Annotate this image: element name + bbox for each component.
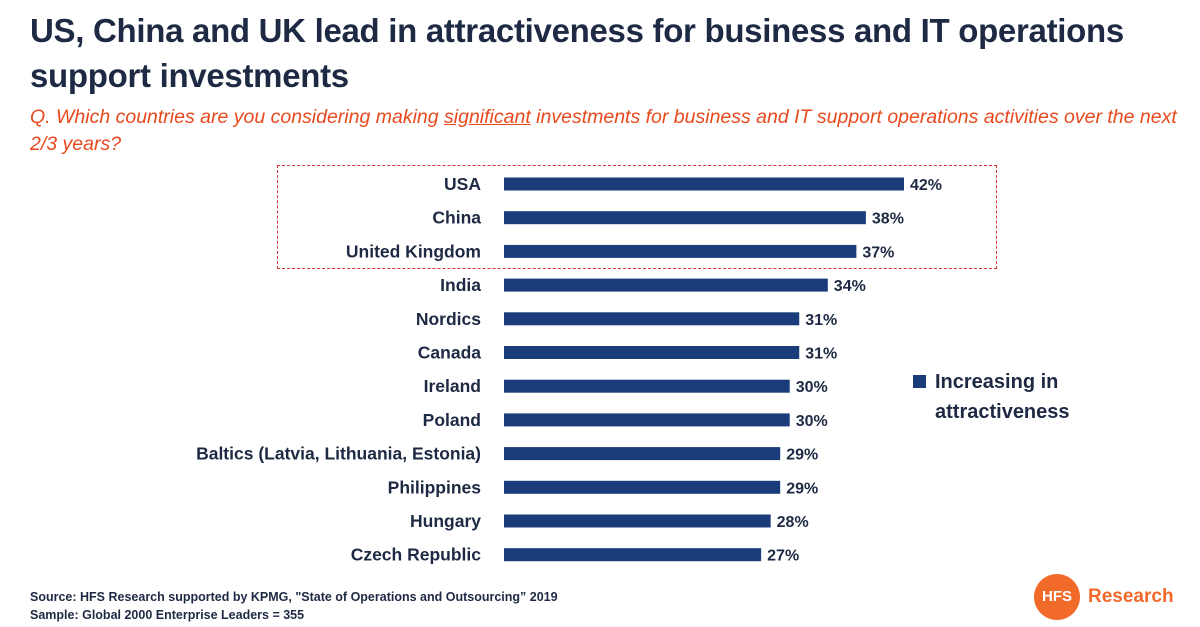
value-label-usa: 42% [910, 177, 942, 194]
logo-wordmark: Research [1088, 586, 1174, 607]
logo-mark: HFS [1034, 574, 1080, 620]
value-label-china: 38% [872, 211, 904, 228]
legend-label: Increasing in attractiveness [935, 371, 1070, 423]
question-emphasis: significant [444, 106, 531, 128]
bar-baltics-latvia-lithuania-estonia [504, 447, 781, 461]
value-label-united-kingdom: 37% [862, 244, 894, 261]
value-label-philippines: 29% [786, 480, 818, 497]
value-label-nordics: 31% [805, 312, 837, 329]
bar-czech-republic [504, 548, 762, 562]
sample-note: Sample: Global 2000 Enterprise Leaders =… [30, 608, 305, 622]
bar-poland [504, 413, 790, 427]
category-label-usa: USA [444, 174, 481, 194]
category-label-philippines: Philippines [388, 477, 482, 497]
value-label-canada: 31% [805, 346, 837, 363]
category-label-baltics-latvia-lithuania-estonia: Baltics (Latvia, Lithuania, Estonia) [196, 444, 481, 464]
bar-hungary [504, 514, 771, 528]
question-text-start: Q. Which countries are you considering m… [30, 106, 445, 128]
category-label-ireland: Ireland [424, 376, 481, 396]
source-note: Source: HFS Research supported by KPMG, … [30, 590, 558, 604]
bar-ireland [504, 379, 790, 393]
bar-nordics [504, 312, 800, 326]
legend-swatch [913, 375, 926, 388]
category-label-czech-republic: Czech Republic [351, 545, 482, 565]
question-text-end: investments for business and IT support … [30, 106, 1177, 155]
value-label-poland: 30% [796, 413, 828, 430]
bar-canada [504, 346, 800, 359]
bar-united-kingdom [504, 244, 857, 258]
bar-usa [504, 177, 904, 191]
footer-notes: Source: HFS Research supported by KPMG, … [30, 588, 730, 624]
value-label-baltics-latvia-lithuania-estonia: 29% [786, 447, 818, 464]
bar-china [504, 211, 866, 225]
category-label-india: India [440, 275, 481, 295]
bar-philippines [504, 480, 781, 494]
value-label-ireland: 30% [796, 379, 828, 396]
category-label-china: China [432, 208, 481, 228]
category-label-hungary: Hungary [410, 511, 481, 531]
chart-title: US, China and UK lead in attractiveness … [30, 12, 1124, 94]
hfs-research-logo: HFS Research [1034, 574, 1184, 620]
top-three-highlight-box [277, 165, 997, 269]
survey-question: Q. Which countries are you considering m… [30, 104, 1180, 158]
bar-india [504, 278, 828, 292]
value-label-hungary: 28% [777, 514, 809, 531]
value-label-czech-republic: 27% [767, 548, 799, 565]
category-label-united-kingdom: United Kingdom [346, 241, 481, 261]
category-label-poland: Poland [423, 410, 481, 430]
category-label-canada: Canada [418, 343, 481, 363]
value-label-india: 34% [834, 278, 866, 295]
category-label-nordics: Nordics [416, 309, 481, 329]
